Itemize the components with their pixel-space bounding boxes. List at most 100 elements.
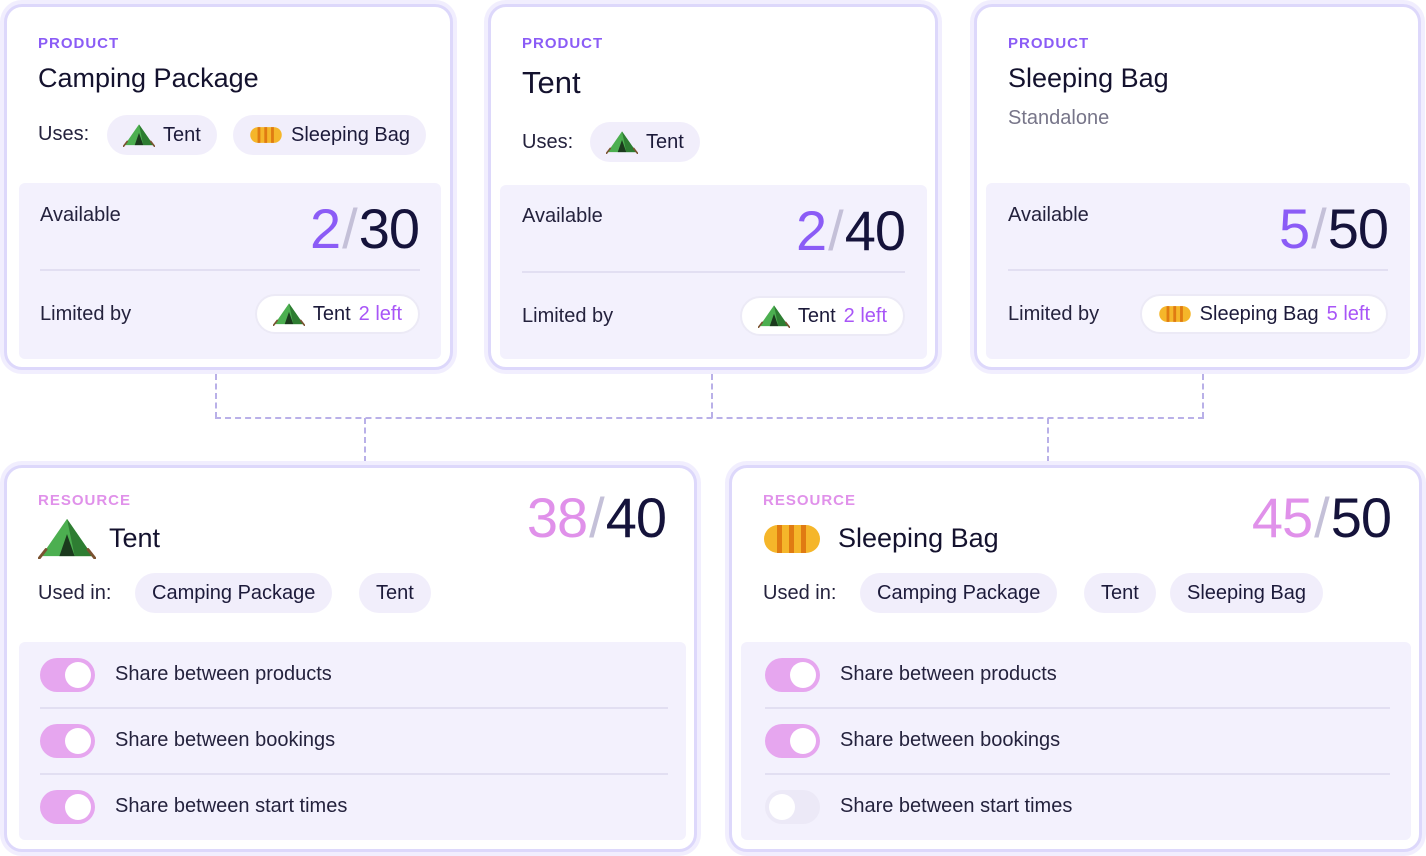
chip-label: Tent [1101, 581, 1139, 604]
available-label: Available [1008, 204, 1089, 226]
connector-line [1047, 418, 1049, 462]
resource-card-tent[interactable]: RESOURCE Tent 38/40 Used in: Camping Pac… [4, 465, 697, 852]
limited-left: 5 left [1326, 302, 1370, 325]
used-in-label: Used in: [763, 582, 837, 604]
toggle-label: Share between start times [840, 795, 1073, 817]
share-bookings-toggle[interactable] [765, 724, 820, 758]
limited-by-chip[interactable]: Tent 2 left [254, 294, 420, 334]
availability-ratio: 2/40 [795, 199, 906, 262]
divider [765, 773, 1390, 775]
limited-by-label: Limited by [40, 303, 132, 325]
card-eyebrow: RESOURCE [763, 492, 857, 509]
used-in-chip[interactable]: Sleeping Bag [1170, 573, 1323, 613]
resource-card-sleeping-bag[interactable]: RESOURCE Sleeping Bag 45/50 Used in: Cam… [729, 465, 1422, 852]
usage-ratio: 45/50 [1251, 486, 1392, 549]
card-eyebrow: PRODUCT [38, 35, 120, 52]
limited-item: Sleeping Bag [1199, 302, 1319, 325]
limited-left: 2 left [843, 304, 887, 327]
sleeping-bag-icon [763, 523, 821, 555]
total-count: 30 [358, 197, 420, 260]
tent-icon [272, 302, 305, 326]
card-eyebrow: PRODUCT [1008, 35, 1090, 52]
limited-by-chip[interactable]: Tent 2 left [739, 296, 905, 336]
chip-label: Sleeping Bag [1187, 581, 1306, 604]
toggle-label: Share between products [115, 663, 332, 685]
used-in-chip[interactable]: Camping Package [135, 573, 333, 613]
divider [765, 707, 1390, 709]
divider [522, 271, 905, 273]
used-in-chip[interactable]: Tent [1084, 573, 1156, 613]
card-title: Sleeping Bag [1008, 63, 1169, 93]
product-card-sleeping-bag[interactable]: PRODUCT Sleeping Bag Standalone Availabl… [974, 4, 1421, 370]
sleeping-bag-icon [1158, 305, 1192, 323]
chip-label: Tent [163, 123, 201, 146]
card-title: Tent [109, 523, 161, 553]
chip-label: Camping Package [152, 581, 316, 604]
used-count: 38 [526, 486, 588, 549]
card-title: Sleeping Bag [838, 523, 999, 553]
total-count: 40 [605, 486, 667, 549]
divider [40, 707, 668, 709]
product-card-camping-package[interactable]: PRODUCT Camping Package Uses: Tent Sleep… [4, 4, 453, 370]
tent-icon [757, 304, 790, 328]
availability-panel: Available 2/40 Limited by Tent 2 left [500, 185, 927, 359]
chip-label: Sleeping Bag [291, 123, 410, 146]
connector-line [215, 417, 1204, 419]
share-bookings-toggle[interactable] [40, 724, 95, 758]
toggle-label: Share between start times [115, 795, 348, 817]
divider [40, 773, 668, 775]
available-label: Available [40, 204, 121, 226]
limited-item: Tent [312, 302, 351, 325]
divider [1008, 269, 1388, 271]
available-count: 5 [1278, 197, 1310, 260]
toggle-label: Share between bookings [115, 729, 336, 751]
chip-label: Camping Package [877, 581, 1041, 604]
uses-chip-sleeping-bag[interactable]: Sleeping Bag [233, 115, 426, 155]
limited-by-chip[interactable]: Sleeping Bag 5 left [1139, 294, 1388, 334]
total-count: 40 [844, 199, 906, 262]
connector-line [215, 374, 217, 418]
share-start-times-toggle[interactable] [40, 790, 95, 824]
divider [40, 269, 420, 271]
sharing-panel: Share between products Share between boo… [19, 642, 686, 840]
share-products-toggle[interactable] [765, 658, 820, 692]
limited-item: Tent [797, 304, 836, 327]
tent-icon [606, 130, 638, 154]
tent-icon [38, 517, 96, 559]
card-subtitle: Standalone [1008, 107, 1110, 129]
chip-label: Tent [646, 130, 684, 153]
share-products-toggle[interactable] [40, 658, 95, 692]
card-eyebrow: PRODUCT [522, 35, 604, 52]
product-card-tent[interactable]: PRODUCT Tent Uses: Tent Available 2/40 L… [488, 4, 938, 370]
tent-icon [123, 123, 155, 147]
usage-ratio: 38/40 [526, 486, 667, 549]
used-in-label: Used in: [38, 582, 112, 604]
uses-chip-tent[interactable]: Tent [590, 122, 700, 162]
connector-line [711, 374, 713, 418]
availability-panel: Available 2/30 Limited by Tent 2 left [19, 183, 441, 359]
chip-label: Tent [376, 581, 414, 604]
total-count: 50 [1327, 197, 1389, 260]
sleeping-bag-icon [249, 126, 283, 144]
uses-label: Uses: [522, 131, 574, 153]
connector-line [364, 418, 366, 462]
used-count: 45 [1251, 486, 1313, 549]
toggle-label: Share between bookings [840, 729, 1061, 751]
card-eyebrow: RESOURCE [38, 492, 132, 509]
available-label: Available [522, 205, 603, 227]
limited-by-label: Limited by [1008, 303, 1100, 325]
availability-ratio: 2/30 [309, 197, 420, 260]
available-count: 2 [309, 197, 341, 260]
card-title: Camping Package [38, 63, 259, 93]
uses-chip-tent[interactable]: Tent [107, 115, 217, 155]
used-in-chip[interactable]: Tent [359, 573, 431, 613]
limited-left: 2 left [358, 302, 402, 325]
card-title: Tent [522, 65, 581, 100]
used-in-chip[interactable]: Camping Package [860, 573, 1058, 613]
connector-line [1202, 374, 1204, 418]
toggle-label: Share between products [840, 663, 1057, 685]
share-start-times-toggle[interactable] [765, 790, 820, 824]
available-count: 2 [795, 199, 827, 262]
uses-label: Uses: [38, 123, 90, 145]
availability-panel: Available 5/50 Limited by Sleeping Bag 5… [986, 183, 1410, 359]
